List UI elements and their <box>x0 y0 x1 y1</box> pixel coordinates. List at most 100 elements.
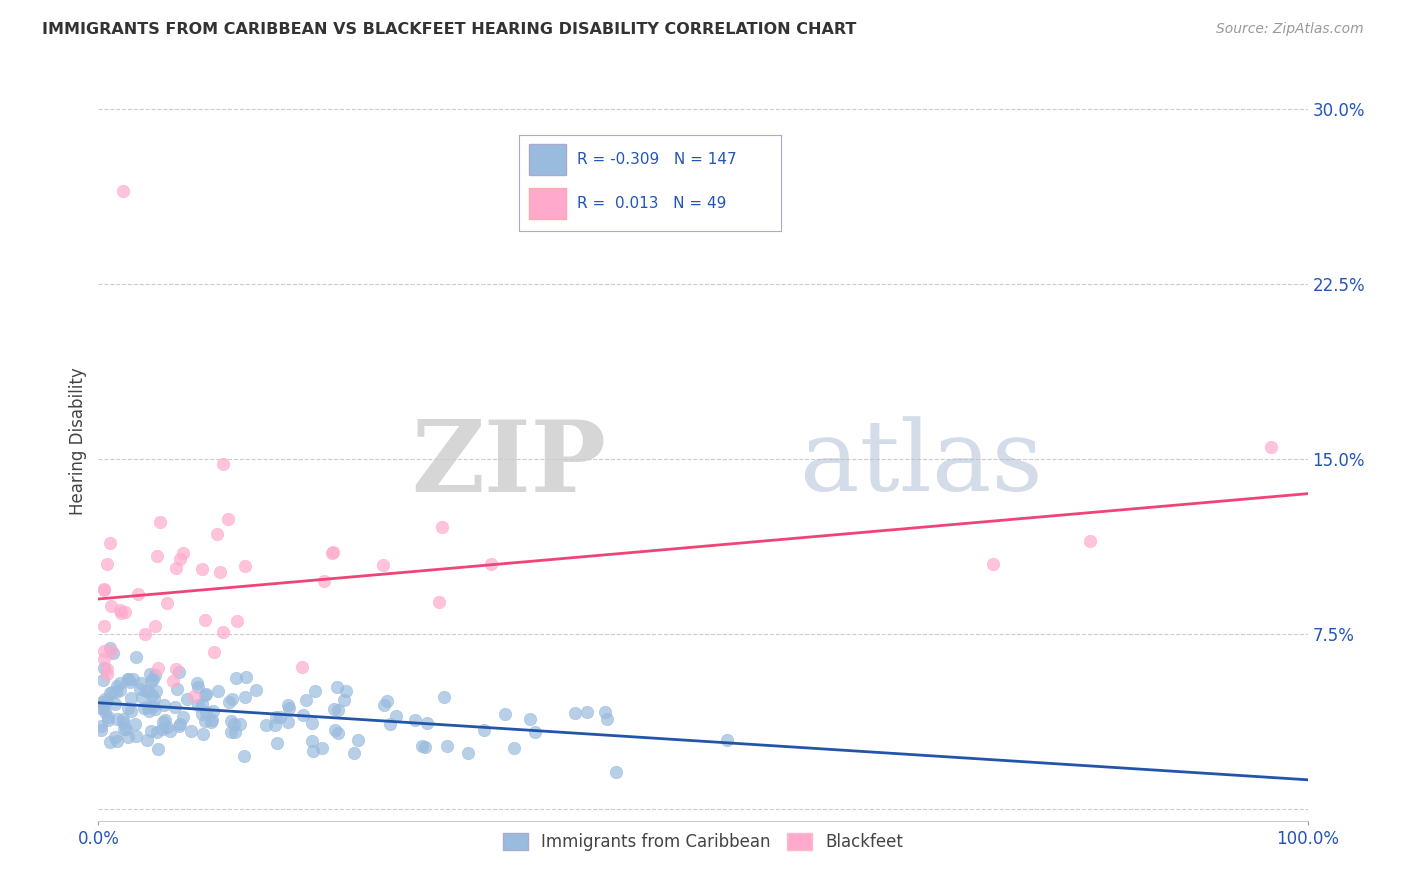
Point <box>291 708 314 723</box>
Point <box>148 741 170 756</box>
Point <box>605 765 627 780</box>
Point <box>156 596 179 610</box>
Text: ZIP: ZIP <box>412 416 606 513</box>
Bar <box>530 145 567 175</box>
Point <box>187 698 209 713</box>
Point <box>224 717 246 731</box>
Point <box>457 747 479 761</box>
Point <box>100 599 122 614</box>
Point <box>343 746 366 760</box>
Point <box>139 673 162 688</box>
Text: atlas: atlas <box>800 417 1042 512</box>
Point <box>169 551 191 566</box>
Point <box>200 714 222 729</box>
Point <box>190 706 212 721</box>
Point <box>524 724 547 739</box>
Point <box>596 712 619 726</box>
Point <box>416 716 439 731</box>
Point <box>433 690 456 705</box>
Point <box>233 690 256 704</box>
Point <box>1078 533 1101 548</box>
Point <box>219 725 242 739</box>
Point <box>93 661 115 675</box>
Point <box>96 667 118 681</box>
Point <box>100 643 122 657</box>
Point <box>194 687 217 701</box>
Point <box>254 717 277 731</box>
Point <box>322 545 344 559</box>
Point <box>346 733 368 747</box>
Point <box>169 719 191 733</box>
Point <box>186 676 208 690</box>
Point <box>93 652 115 666</box>
Point <box>266 710 288 724</box>
Point <box>375 694 398 708</box>
Point <box>332 693 354 707</box>
Point <box>225 671 247 685</box>
Point <box>94 706 117 720</box>
Point <box>97 710 120 724</box>
Point <box>141 689 163 703</box>
Point <box>191 562 214 576</box>
Point <box>112 715 135 730</box>
Point <box>153 698 176 712</box>
Point <box>404 714 426 728</box>
Point <box>277 714 299 729</box>
Point <box>165 561 187 575</box>
Point <box>172 546 194 560</box>
Point <box>716 733 738 747</box>
Point <box>328 703 350 717</box>
Point <box>93 618 115 632</box>
Point <box>413 740 436 755</box>
Point <box>136 700 159 714</box>
Point <box>134 700 156 714</box>
Point <box>165 662 187 676</box>
Point <box>117 730 139 744</box>
Point <box>145 702 167 716</box>
Point <box>146 661 169 675</box>
Point <box>187 680 209 694</box>
Point <box>93 582 115 597</box>
Point <box>142 692 165 706</box>
Point <box>194 613 217 627</box>
Point <box>105 712 128 726</box>
Point <box>159 724 181 739</box>
Point <box>221 691 243 706</box>
Point <box>153 713 176 727</box>
Point <box>326 726 349 740</box>
Point <box>321 545 343 559</box>
Y-axis label: Hearing Disability: Hearing Disability <box>69 368 87 516</box>
Point <box>176 691 198 706</box>
Point <box>96 557 118 571</box>
Text: IMMIGRANTS FROM CARIBBEAN VS BLACKFEET HEARING DISABILITY CORRELATION CHART: IMMIGRANTS FROM CARIBBEAN VS BLACKFEET H… <box>42 22 856 37</box>
Point <box>96 662 118 676</box>
Point <box>576 705 599 719</box>
Text: R =  0.013   N = 49: R = 0.013 N = 49 <box>576 196 725 211</box>
Point <box>105 685 128 699</box>
Point <box>93 582 115 596</box>
Point <box>105 734 128 748</box>
Point <box>111 184 134 198</box>
Point <box>211 625 233 640</box>
Point <box>152 722 174 736</box>
Point <box>93 644 115 658</box>
Legend: Immigrants from Caribbean, Blackfeet: Immigrants from Caribbean, Blackfeet <box>496 826 910 858</box>
Point <box>385 709 408 723</box>
Point <box>322 702 344 716</box>
Point <box>224 725 246 739</box>
Point <box>134 626 156 640</box>
Point <box>291 660 314 674</box>
Point <box>100 536 122 550</box>
Text: R = -0.309   N = 147: R = -0.309 N = 147 <box>576 152 737 167</box>
Point <box>127 587 149 601</box>
Point <box>193 727 215 741</box>
Point <box>97 713 120 727</box>
Point <box>564 706 586 720</box>
Point <box>373 698 395 713</box>
Point <box>295 693 318 707</box>
Point <box>93 673 115 687</box>
Point <box>593 706 616 720</box>
Point <box>125 650 148 665</box>
Point <box>218 695 240 709</box>
Point <box>494 706 516 721</box>
